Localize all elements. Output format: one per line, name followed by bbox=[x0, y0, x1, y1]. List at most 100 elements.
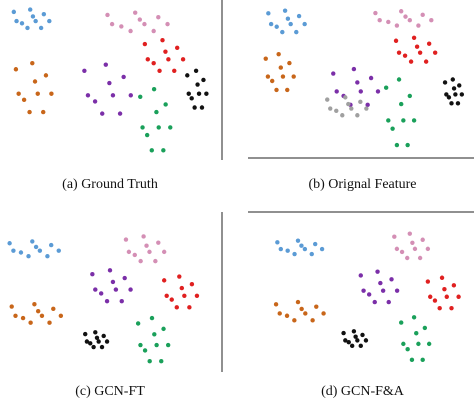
point bbox=[121, 74, 126, 80]
point bbox=[449, 305, 454, 311]
point bbox=[189, 96, 194, 101]
point bbox=[325, 97, 330, 102]
point bbox=[165, 342, 171, 348]
point bbox=[303, 311, 308, 316]
point bbox=[18, 250, 24, 255]
point bbox=[453, 92, 458, 97]
point bbox=[294, 29, 299, 35]
point bbox=[141, 234, 146, 239]
point bbox=[442, 80, 448, 85]
point bbox=[349, 343, 355, 349]
point bbox=[319, 246, 325, 252]
point bbox=[437, 305, 442, 311]
point bbox=[405, 347, 410, 352]
point bbox=[30, 239, 35, 244]
point bbox=[292, 318, 297, 323]
point bbox=[160, 37, 165, 43]
point bbox=[341, 330, 346, 336]
point bbox=[407, 231, 412, 236]
point bbox=[99, 344, 105, 350]
point bbox=[411, 315, 417, 320]
point bbox=[407, 93, 412, 99]
point bbox=[166, 57, 171, 62]
point bbox=[14, 18, 19, 24]
point bbox=[92, 99, 98, 104]
point bbox=[351, 329, 357, 334]
point bbox=[353, 334, 358, 339]
point bbox=[295, 299, 301, 305]
point bbox=[27, 109, 32, 115]
point bbox=[296, 13, 302, 19]
point bbox=[457, 83, 462, 88]
point bbox=[428, 294, 433, 299]
point bbox=[378, 280, 383, 286]
point bbox=[147, 249, 152, 255]
point bbox=[168, 125, 173, 130]
point bbox=[263, 56, 268, 61]
point bbox=[331, 71, 336, 76]
point bbox=[128, 287, 133, 292]
point bbox=[414, 331, 419, 336]
point bbox=[157, 68, 162, 73]
point bbox=[13, 67, 19, 72]
point bbox=[192, 105, 197, 110]
point bbox=[343, 95, 348, 100]
point bbox=[373, 10, 378, 16]
point bbox=[123, 237, 129, 242]
point bbox=[101, 333, 106, 339]
point bbox=[156, 240, 161, 245]
point bbox=[429, 17, 434, 23]
point bbox=[285, 248, 290, 253]
point bbox=[128, 28, 133, 34]
point bbox=[163, 49, 168, 54]
point bbox=[313, 241, 318, 247]
point bbox=[343, 338, 348, 343]
point bbox=[372, 299, 377, 305]
point bbox=[154, 109, 159, 115]
point bbox=[189, 282, 195, 287]
point bbox=[154, 342, 159, 348]
point bbox=[309, 251, 314, 257]
point bbox=[144, 132, 150, 138]
caption: (d) GCN-F&A bbox=[321, 384, 405, 399]
point bbox=[276, 51, 281, 57]
point bbox=[291, 74, 296, 79]
point bbox=[11, 9, 17, 15]
point bbox=[368, 75, 374, 81]
point bbox=[126, 249, 132, 255]
point bbox=[302, 21, 307, 27]
point bbox=[107, 80, 112, 86]
point bbox=[20, 315, 26, 321]
point bbox=[16, 91, 21, 96]
point bbox=[161, 326, 166, 332]
point bbox=[349, 106, 354, 111]
point bbox=[38, 25, 44, 31]
point bbox=[358, 89, 363, 94]
point bbox=[156, 15, 161, 20]
point bbox=[417, 255, 423, 261]
point bbox=[399, 101, 404, 107]
point bbox=[439, 275, 445, 280]
point bbox=[110, 93, 116, 98]
point bbox=[292, 251, 297, 257]
point bbox=[446, 95, 452, 100]
point bbox=[383, 85, 389, 90]
point bbox=[51, 306, 56, 312]
point bbox=[408, 59, 414, 64]
point bbox=[401, 118, 406, 123]
point bbox=[84, 339, 90, 344]
point bbox=[365, 102, 370, 108]
point bbox=[82, 68, 87, 73]
point bbox=[35, 308, 41, 314]
point bbox=[142, 348, 148, 353]
point bbox=[285, 16, 291, 21]
point bbox=[389, 277, 394, 282]
point bbox=[299, 306, 304, 312]
point bbox=[128, 93, 133, 98]
point bbox=[41, 11, 47, 17]
point bbox=[360, 332, 365, 338]
point bbox=[451, 283, 457, 288]
point bbox=[163, 102, 168, 107]
point bbox=[179, 285, 185, 291]
point bbox=[133, 10, 138, 15]
